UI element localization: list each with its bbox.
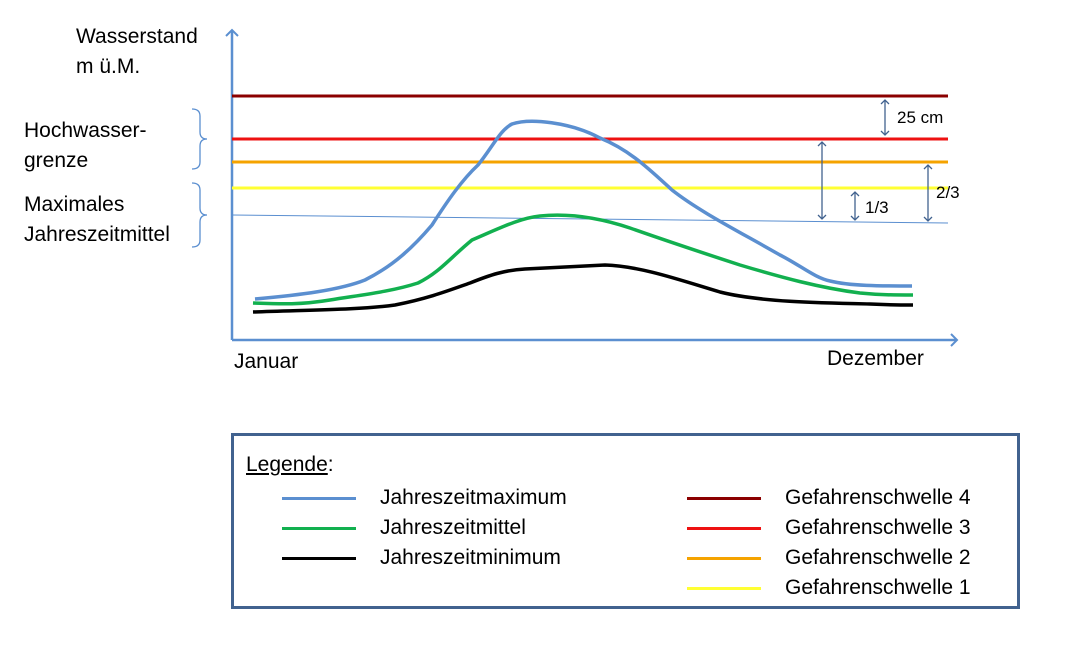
legend-swatch — [687, 497, 761, 500]
legend-label: Gefahrenschwelle 4 — [785, 486, 971, 509]
legend-item-threshold-2: Gefahrenschwelle 2 — [687, 545, 1007, 571]
bracket-upper-label-line2: grenze — [24, 149, 89, 172]
legend-item-seasonal-mean: Jahreszeitmittel — [282, 515, 602, 541]
bracket-lower-label-line2: Jahreszeitmittel — [24, 223, 170, 246]
seasonal-minimum-curve — [252, 263, 914, 314]
x-end-label: Dezember — [827, 347, 924, 370]
bracket-lower-label-line1: Maximales — [24, 193, 125, 216]
seasonal-maximum-curve — [254, 119, 913, 301]
bracket-upper — [191, 108, 208, 170]
legend-swatch — [687, 557, 761, 560]
legend-box: Legende: Jahreszeitmaximum Jahreszeitmit… — [231, 433, 1020, 609]
legend-swatch — [282, 497, 356, 500]
legend-swatch — [687, 587, 761, 590]
legend-label: Jahreszeitmaximum — [380, 486, 567, 509]
legend-item-seasonal-minimum: Jahreszeitminimum — [282, 545, 602, 571]
legend-swatch — [282, 557, 356, 560]
seasonal-mean-curve — [252, 213, 914, 306]
legend-label: Jahreszeitmittel — [380, 516, 526, 539]
legend-label: Gefahrenschwelle 1 — [785, 576, 971, 599]
legend-item-seasonal-maximum: Jahreszeitmaximum — [282, 485, 602, 511]
legend-item-threshold-3: Gefahrenschwelle 3 — [687, 515, 1007, 541]
annotation-25cm: 25 cm — [897, 108, 944, 127]
annotation-two-thirds: 2/3 — [936, 183, 960, 202]
bracket-upper-label-line1: Hochwasser- — [24, 119, 147, 142]
legend-item-threshold-1: Gefahrenschwelle 1 — [687, 575, 1007, 601]
y-axis-label-line2: m ü.M. — [76, 55, 141, 78]
legend-swatch — [282, 527, 356, 530]
legend-title: Legende: — [246, 453, 334, 476]
legend-label: Gefahrenschwelle 3 — [785, 516, 971, 539]
legend-swatch — [687, 527, 761, 530]
legend-label: Gefahrenschwelle 2 — [785, 546, 971, 569]
x-start-label: Januar — [234, 350, 299, 373]
legend-item-threshold-4: Gefahrenschwelle 4 — [687, 485, 1007, 511]
bracket-lower — [191, 182, 208, 248]
annotation-one-third: 1/3 — [865, 198, 889, 217]
y-axis-label-line1: Wasserstand — [76, 25, 198, 48]
legend-label: Jahreszeitminimum — [380, 546, 561, 569]
